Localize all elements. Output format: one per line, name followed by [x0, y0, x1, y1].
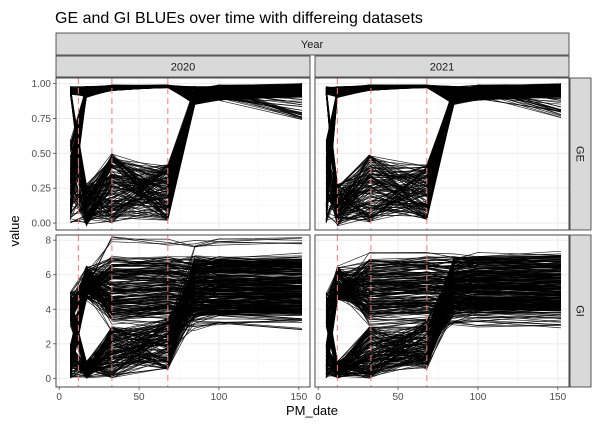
- series-line: [70, 84, 303, 218]
- series-line: [70, 91, 303, 217]
- series-line: [70, 276, 303, 373]
- y-tick-label: 8: [45, 236, 51, 247]
- y-tick-label: 2: [45, 339, 51, 350]
- series-line: [70, 84, 303, 104]
- series-line: [70, 298, 303, 368]
- facet-strip-2020: 2020: [55, 55, 311, 78]
- facet-strip-label: 2020: [171, 62, 195, 74]
- facet-strip-label: GE: [574, 146, 586, 162]
- facet-strip-bg: [569, 77, 592, 231]
- facet-strip-bg: [55, 55, 311, 78]
- series-line: [70, 85, 303, 194]
- facet-strip-bg: [569, 234, 592, 388]
- panel-border: [55, 234, 311, 388]
- facet-strip-year-bg: [55, 32, 570, 56]
- x-tick-label: 0: [56, 392, 62, 403]
- panel-GI-2021: [314, 234, 570, 388]
- x-tick-label: 150: [549, 392, 566, 403]
- y-tick-label: 0.50: [32, 149, 52, 160]
- series-line: [70, 295, 303, 376]
- y-axis-label: value: [7, 215, 22, 246]
- axes-layer: 0.00 0.25 0.50 0.75 1.00 0 2 4 6 8 0 50 100 150 0 50 100…: [32, 79, 567, 403]
- facet-strip-2021: 2021: [314, 55, 570, 78]
- panel-border: [55, 77, 311, 231]
- facet-strip-label: 2021: [430, 62, 454, 74]
- facet-strip-GE: GE: [569, 77, 592, 231]
- x-tick-label: 50: [134, 392, 146, 403]
- series-line: [70, 290, 303, 378]
- series-line: [70, 300, 303, 369]
- facet-strip-year: Year: [55, 32, 570, 56]
- facet-strip-year-label: Year: [301, 39, 324, 51]
- series-line: [70, 279, 303, 379]
- x-tick-label: 0: [315, 392, 321, 403]
- series-line: [325, 85, 562, 189]
- series-line: [325, 303, 562, 378]
- panel-GI-2020: [55, 234, 311, 388]
- y-tick-label: 0.25: [32, 184, 52, 195]
- y-tick-label: 0.75: [32, 114, 52, 125]
- panel-border: [314, 77, 570, 231]
- panels-layer: 2020 2021 GE GI: [55, 55, 592, 388]
- x-axis-label: PM_date: [286, 403, 338, 418]
- series-line: [70, 93, 303, 221]
- x-tick-label: 100: [211, 392, 228, 403]
- y-tick-label: 4: [45, 305, 51, 316]
- series-line: [70, 267, 303, 313]
- series-line: [70, 270, 303, 351]
- x-tick-label: 50: [393, 392, 405, 403]
- panel-GE-2021: [314, 77, 570, 231]
- facet-strip-label: GI: [574, 305, 586, 317]
- panel-GE-2020: [55, 77, 311, 231]
- chart-title: GE and GI BLUEs over time with differein…: [55, 10, 423, 27]
- series-line: [70, 84, 303, 223]
- y-tick-label: 0: [45, 374, 51, 385]
- x-tick-label: 100: [470, 392, 487, 403]
- panel-border: [314, 234, 570, 388]
- y-tick-label: 1.00: [32, 79, 52, 90]
- y-tick-label: 0.00: [32, 219, 52, 230]
- series-line: [70, 283, 303, 378]
- facet-strip-GI: GI: [569, 234, 592, 388]
- y-tick-label: 6: [45, 270, 51, 281]
- x-tick-label: 150: [290, 392, 307, 403]
- facet-strip-bg: [314, 55, 570, 78]
